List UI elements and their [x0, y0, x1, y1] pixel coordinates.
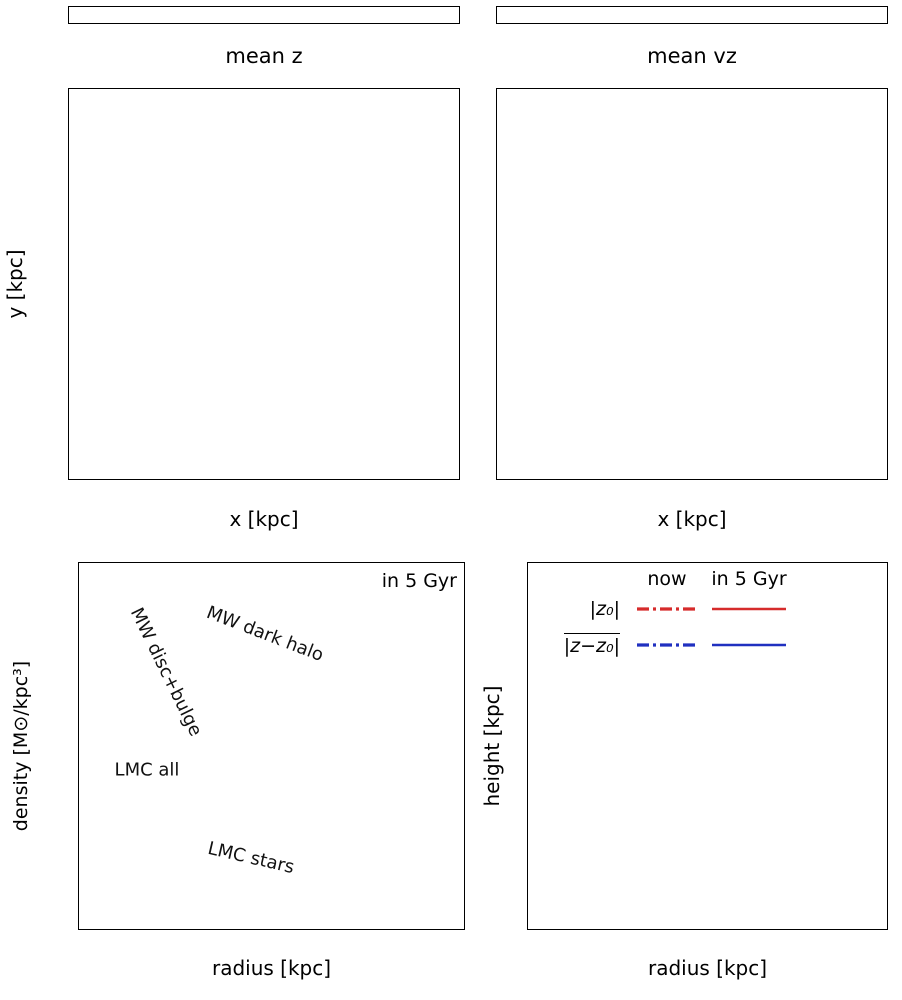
series-label-lmc-all: LMC all: [114, 759, 180, 781]
legend-label-z0-text: |z₀|: [589, 598, 620, 620]
blue-solid-line-icon: [712, 643, 786, 647]
mean-z-x-axis-label: x [kpc]: [229, 507, 299, 531]
density-plot: [78, 562, 465, 930]
height-y-axis-label: height [kpc]: [480, 685, 504, 807]
red-solid-line-icon: [712, 607, 786, 611]
legend-sample-z-minus-z0-now: [630, 634, 704, 656]
density-x-axis-label: radius [kpc]: [211, 956, 332, 980]
legend-label-z-minus-z0: |z−z₀|: [546, 633, 630, 657]
legend-header-now: now: [647, 568, 687, 590]
mean-vz-title: mean vz: [647, 44, 737, 68]
legend-sample-z-minus-z0-future: [704, 634, 794, 656]
mean-z-colorbar: [68, 6, 460, 24]
mean-vz-heatmap: [496, 88, 888, 480]
legend-label-z-minus-z0-text: |z−z₀|: [563, 633, 620, 657]
density-y-axis-label: density [M⊙/kpc³]: [10, 660, 32, 832]
mean-vz-colorbar: [496, 6, 888, 24]
legend-header-in-5-gyr: in 5 Gyr: [711, 568, 787, 590]
height-x-axis-label: radius [kpc]: [647, 956, 768, 980]
height-plot: [527, 562, 888, 930]
mean-z-y-axis-label: y [kpc]: [3, 249, 27, 319]
red-dashdot-line-icon: [637, 607, 697, 611]
height-legend: now in 5 Gyr |z₀| |z−z₀|: [546, 566, 794, 664]
mean-z-heatmap: [68, 88, 460, 480]
legend-label-z0: |z₀|: [546, 598, 630, 620]
mean-vz-x-axis-label: x [kpc]: [657, 507, 727, 531]
blue-dashdot-line-icon: [637, 643, 697, 647]
mean-z-title: mean z: [225, 44, 303, 68]
legend-sample-z0-future: [704, 598, 794, 620]
annotation-in-5-gyr: in 5 Gyr: [381, 570, 457, 592]
legend-sample-z0-now: [630, 598, 704, 620]
